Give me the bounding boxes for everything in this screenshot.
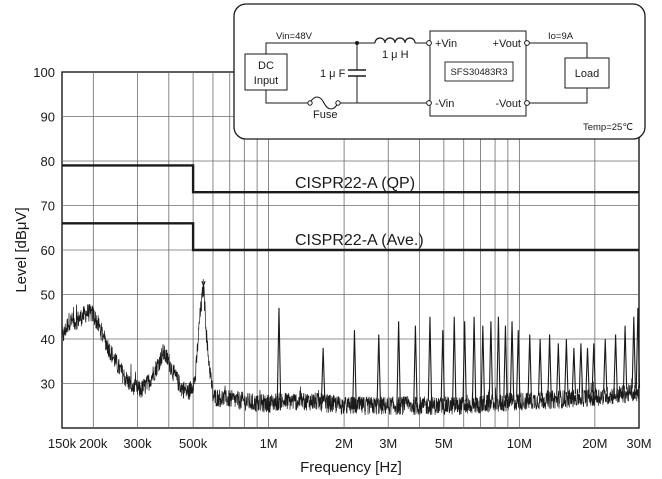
trace-spike xyxy=(496,316,501,399)
y-tick-label: 30 xyxy=(41,377,55,392)
pin-vin-neg-label: -Vin xyxy=(435,98,454,110)
trace-spike xyxy=(631,316,636,389)
x-tick-label: 200k xyxy=(79,436,108,451)
trace-spike xyxy=(585,347,590,393)
io-label: Io=9A xyxy=(548,31,574,42)
trace-spike xyxy=(352,330,357,402)
pin-vout-neg-label: -Vout xyxy=(495,98,521,110)
x-tick-label: 30M xyxy=(626,436,651,451)
trace-spike xyxy=(509,321,515,398)
trace-spike xyxy=(622,325,628,390)
pin-vin-neg-terminal xyxy=(426,100,432,106)
module-name-box xyxy=(444,61,514,82)
y-tick-label: 70 xyxy=(41,199,55,214)
x-tick-label: 20M xyxy=(582,436,607,451)
trace-spike xyxy=(427,316,433,402)
trace-spike xyxy=(276,307,282,397)
x-tick-label: 2M xyxy=(335,436,353,451)
output-wire-bottom xyxy=(529,88,588,104)
y-tick-label: 60 xyxy=(41,243,55,258)
trace-spike xyxy=(462,321,467,402)
load-box xyxy=(564,57,610,89)
trace-spike xyxy=(413,325,418,402)
y-tick-label: 80 xyxy=(41,154,55,169)
y-tick-label: 100 xyxy=(33,65,55,80)
trace-spike xyxy=(547,334,552,396)
trace-spike xyxy=(635,307,641,389)
y-axis-title: Level [dBμV] xyxy=(13,207,30,292)
fuse-terminal-right xyxy=(335,100,341,106)
fuse-icon xyxy=(309,96,339,110)
trace-spike xyxy=(503,325,508,399)
y-tick-label: 40 xyxy=(41,332,55,347)
pin-vout-pos-label: +Vout xyxy=(493,38,521,50)
trace-spike xyxy=(591,343,596,393)
trace-spike xyxy=(488,321,494,400)
pin-vout-neg-terminal xyxy=(524,100,530,106)
limit-label-qp: CISPR22-A (QP) xyxy=(295,175,415,192)
bottom-wire xyxy=(265,90,310,104)
limit-line-qp xyxy=(62,164,639,194)
trace-spike xyxy=(564,338,569,395)
dc-input-label-line1: DC xyxy=(258,60,274,72)
output-wire-top xyxy=(529,42,588,58)
x-tick-label: 500k xyxy=(179,436,208,451)
capacitor-label: 1 μ F xyxy=(320,68,346,80)
pin-vout-pos-terminal xyxy=(524,40,530,46)
module-name: SFS30483R3 xyxy=(450,67,507,78)
fuse-label: Fuse xyxy=(313,109,337,121)
x-tick-label: 5M xyxy=(435,436,453,451)
trace-noise-floor xyxy=(61,279,640,416)
trace-spike xyxy=(376,334,381,402)
measured-trace xyxy=(61,279,641,416)
x-tick-label: 10M xyxy=(507,436,532,451)
y-tick-label: 50 xyxy=(41,288,55,303)
temp-label: Temp=25℃ xyxy=(583,122,633,133)
trace-spike xyxy=(201,280,206,288)
fuse-terminal-left xyxy=(307,100,313,106)
x-tick-label: 150k xyxy=(48,436,77,451)
limit-lines xyxy=(62,164,639,252)
x-tick-labels: 150k 200k 300k 500k 1M 2M 3M 5M 10M 20M 30M xyxy=(48,436,652,451)
dc-input-label-line2: Input xyxy=(254,75,278,87)
inductor-icon xyxy=(374,37,416,44)
pin-vin-pos-label: +Vin xyxy=(435,38,457,50)
pin-vin-pos-terminal xyxy=(426,40,432,46)
limit-line-ave xyxy=(62,222,639,252)
trace-spike xyxy=(556,343,561,395)
trace-spike xyxy=(471,316,477,401)
x-tick-label: 3M xyxy=(379,436,397,451)
trace-spike xyxy=(537,338,543,396)
vin-label: Vin=48V xyxy=(276,31,313,42)
trace-spike xyxy=(480,325,485,400)
trace-spike xyxy=(527,334,532,397)
top-wire-left xyxy=(265,42,375,54)
trace-spike xyxy=(452,316,457,402)
trace-spike xyxy=(571,347,577,394)
y-tick-labels: 30 40 50 60 70 80 90 100 xyxy=(33,65,55,392)
trace-spike xyxy=(440,330,445,402)
trace-spike xyxy=(613,334,618,391)
x-tick-label: 1M xyxy=(260,436,278,451)
y-tick-label: 90 xyxy=(41,110,55,125)
limit-label-ave: CISPR22-A (Ave.) xyxy=(295,232,424,249)
trace-spike xyxy=(396,321,401,402)
circuit-diagram: DC Input Vin=48V 1 μ H 1 μ F Fuse +Vin -… xyxy=(233,3,646,140)
load-label: Load xyxy=(575,68,599,80)
inductor-label: 1 μ H xyxy=(382,49,409,61)
trace-spike xyxy=(320,347,326,399)
x-axis-title: Frequency [Hz] xyxy=(300,459,402,476)
trace-spike xyxy=(516,330,521,397)
x-tick-label: 300k xyxy=(123,436,152,451)
trace-spike xyxy=(578,343,584,394)
trace-spike xyxy=(603,338,608,392)
